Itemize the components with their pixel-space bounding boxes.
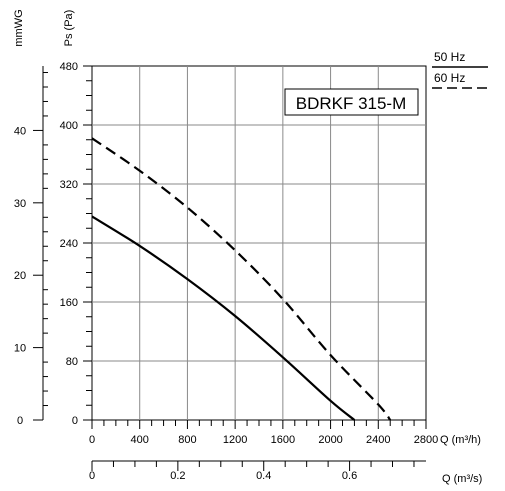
- title-box: [284, 88, 419, 116]
- y-axis-title: Ps (Pa): [63, 10, 75, 47]
- x2-tick-label: 0: [89, 470, 95, 482]
- y-tick-label: 240: [60, 238, 78, 250]
- x2-tick-label: 0.2: [170, 470, 185, 482]
- x2-axis-title: Q (m³/s): [442, 473, 482, 485]
- y2-axis-title: mmWG: [13, 9, 25, 46]
- y2-tick-label: 30: [14, 198, 26, 210]
- y-tick-label: 80: [66, 356, 78, 368]
- x-tick-label: 2400: [366, 434, 390, 446]
- x-tick-label: 1200: [223, 434, 247, 446]
- x-tick-label: 2000: [318, 434, 342, 446]
- y2-tick-label: 20: [14, 270, 26, 282]
- x-tick-label: 800: [178, 434, 196, 446]
- legend-label-50hz: 50 Hz: [434, 50, 465, 64]
- y-tick-label: 480: [60, 61, 78, 73]
- x-tick-label: 0: [89, 434, 95, 446]
- y-tick-label: 320: [60, 179, 78, 191]
- series-line-50hz: [91, 215, 356, 421]
- y2-tick-label: 0: [17, 415, 23, 427]
- y2-tick-label: 40: [14, 125, 26, 137]
- y-tick-label: 400: [60, 120, 78, 132]
- chart-title: BDRKF 315-M: [296, 94, 407, 113]
- x-tick-label: 2800: [414, 434, 438, 446]
- curves: [91, 137, 392, 421]
- series-line-60hz: [91, 137, 392, 421]
- y-tick-label: 160: [60, 297, 78, 309]
- y2-tick-label: 10: [14, 343, 26, 355]
- x-tick-label: 400: [131, 434, 149, 446]
- x-axis-title: Q (m³/h): [440, 434, 481, 446]
- y-tick-label: 0: [72, 415, 78, 427]
- x-tick-label: 1600: [271, 434, 295, 446]
- x2-tick-label: 0.4: [256, 470, 271, 482]
- grid: [91, 65, 427, 421]
- labels: 0 400 800 1200 1600 2000 2400 28000801602403204…: [13, 9, 488, 485]
- axes: [33, 65, 427, 471]
- legend-label-60hz: 60 Hz: [434, 71, 465, 85]
- x2-tick-label: 0.6: [342, 470, 357, 482]
